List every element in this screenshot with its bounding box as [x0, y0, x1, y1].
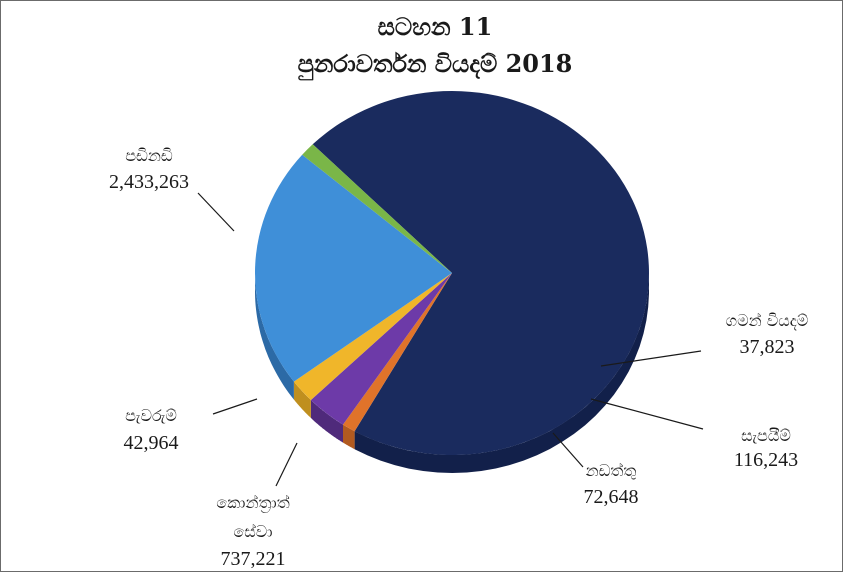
slice-name-line2: සේවා: [233, 522, 272, 541]
label-contract: කොන්ත්‍රාත් සේවා 737,221: [216, 493, 289, 570]
slice-value: 116,243: [734, 449, 798, 471]
slice-value: 2,433,263: [109, 171, 189, 193]
slice-maintenance-side: [293, 381, 311, 418]
chart-subtitle: පුනරාවර්තන වියදම් 2018: [298, 49, 573, 80]
label-travel: ගමන් වියදම් 37,823: [726, 311, 809, 358]
slice-name: පැවරුම්: [125, 406, 177, 425]
slice-contract-side: [255, 275, 294, 400]
slice-transfers: [302, 144, 452, 273]
leader-line-travel: [600, 350, 702, 367]
slice-name: සැපයීම්: [741, 426, 791, 445]
slice-value: 42,964: [124, 432, 179, 454]
slice-travel: [343, 273, 452, 432]
label-supplies: සැපයීම් 116,243: [734, 426, 798, 471]
slice-name-line1: කොන්ත්‍රාත්: [216, 493, 289, 513]
slice-value: 37,823: [740, 336, 795, 358]
chart-title: සටහන 11: [378, 12, 493, 41]
slice-name: ගමන් වියදම්: [726, 311, 809, 330]
leader-line-salaries: [197, 192, 235, 232]
pie-slices: [254, 90, 649, 455]
slice-salaries: [312, 90, 649, 455]
slice-value: 737,221: [221, 548, 286, 570]
leader-line-supplies: [590, 398, 704, 430]
slice-value: 72,648: [584, 486, 639, 508]
leader-line-maintenance: [552, 432, 584, 468]
label-maintenance: නඩත්තු 72,648: [584, 461, 639, 508]
leader-line-transfers: [212, 398, 258, 415]
label-transfers: පැවරුම් 42,964: [124, 406, 179, 454]
slice-name: පඩිනඩි: [125, 146, 173, 165]
leader-line-contract: [275, 442, 298, 487]
slice-name: නඩත්තු: [586, 461, 637, 480]
slice-supplies-side: [310, 400, 343, 443]
pie-sides: [255, 275, 649, 473]
label-salaries: පඩිනඩි 2,433,263: [109, 146, 189, 193]
slice-supplies: [310, 273, 452, 425]
slice-travel-side: [343, 424, 355, 450]
slice-salaries-side: [354, 275, 649, 473]
slice-contract: [254, 154, 452, 382]
slice-maintenance: [293, 273, 452, 400]
